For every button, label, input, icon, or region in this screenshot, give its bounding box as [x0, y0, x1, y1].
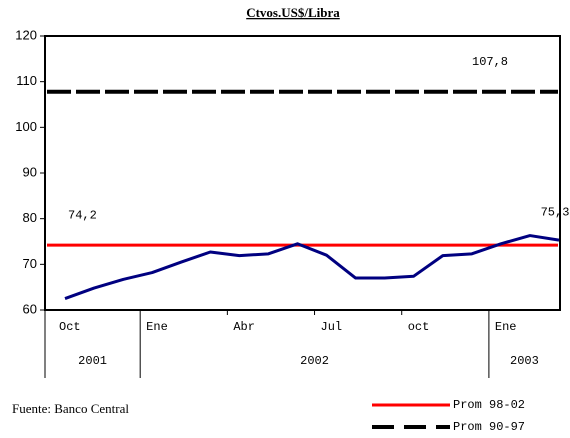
- y-tick-label: 120: [15, 27, 37, 42]
- year-label: 2003: [510, 354, 539, 368]
- y-tick-label: 70: [23, 256, 37, 271]
- reference-label: 74,2: [68, 208, 97, 222]
- plot-frame: [44, 35, 561, 311]
- y-tick-label: 90: [23, 164, 37, 179]
- y-tick-label: 100: [15, 119, 37, 134]
- y-tick-label: 60: [23, 301, 37, 316]
- x-tick-label: Jul: [321, 320, 343, 334]
- x-tick-label: Ene: [146, 320, 168, 334]
- x-tick-label: Oct: [59, 320, 81, 334]
- x-tick-label: Abr: [233, 320, 255, 334]
- chart-title: Ctvos.US$/Libra: [246, 5, 340, 20]
- series-line: [64, 234, 560, 300]
- data-label: 75,3: [541, 205, 570, 219]
- y-tick-label: 80: [23, 210, 37, 225]
- year-label: 2001: [78, 354, 107, 368]
- legend-label: Prom 98-02: [453, 398, 525, 412]
- legend-label: Prom 90-97: [453, 420, 525, 434]
- source-note: Fuente: Banco Central: [12, 401, 129, 416]
- year-label: 2002: [300, 354, 329, 368]
- x-tick-label: Ene: [495, 320, 517, 334]
- x-tick-label: oct: [408, 320, 430, 334]
- reference-label: 107,8: [472, 55, 508, 69]
- y-tick-label: 110: [16, 73, 37, 88]
